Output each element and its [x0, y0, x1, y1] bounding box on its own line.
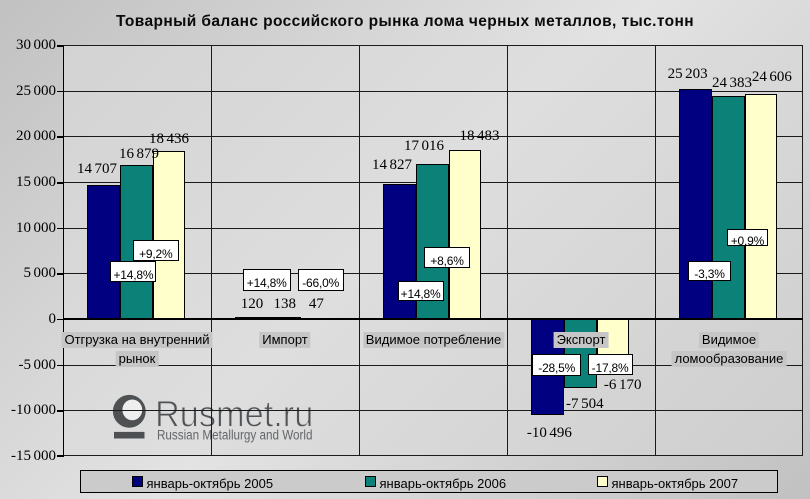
svg-text:Rusmet.ru: Rusmet.ru: [155, 394, 313, 435]
svg-text:Russian Metallurgy and World: Russian Metallurgy and World: [157, 427, 313, 442]
